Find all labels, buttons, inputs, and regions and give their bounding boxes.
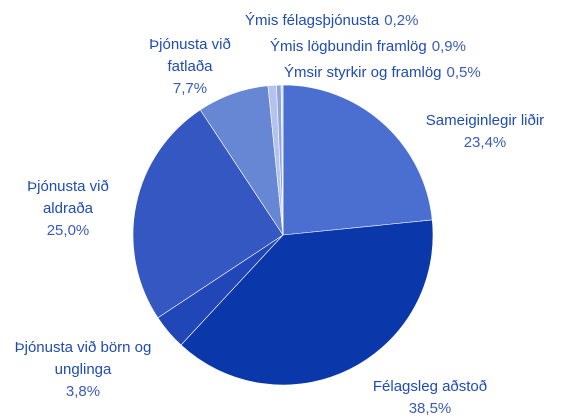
slice-label: Félagsleg aðstoð 38,5%: [340, 376, 520, 419]
slice-label: Þjónusta við börn og unglinga 3,8%: [3, 337, 163, 403]
value-label: 38,5%: [408, 400, 452, 417]
slice-label: Sameiginlegir liðir 23,4%: [405, 110, 565, 154]
pie-slice: [180, 219, 434, 386]
value-label: 3,8%: [65, 383, 101, 400]
category-label: Ýmis félagsþjónusta: [245, 12, 380, 29]
value-label: 0,9%: [431, 38, 466, 55]
category-label: Þjónusta við aldraða: [27, 178, 109, 217]
value-label: 0,2%: [384, 12, 419, 29]
category-label: Ýmsir styrkir og framlög: [284, 64, 442, 81]
slice-label: Ýmis félagsþjónusta 0,2%: [245, 10, 418, 32]
slice-label: Ýmsir styrkir og framlög 0,5%: [284, 62, 481, 84]
slice-label: Ýmis lögbundin framlög 0,9%: [270, 36, 466, 58]
category-label: Félagsleg aðstoð: [372, 378, 488, 395]
value-label: 25,0%: [46, 222, 90, 239]
pie-slice: [132, 109, 284, 319]
pie-slice: [280, 84, 284, 236]
slice-label: Þjónusta við fatlaða 7,7%: [140, 34, 240, 100]
pie-slice: [282, 84, 433, 236]
slice-label: Þjónusta við aldraða 25,0%: [20, 176, 116, 242]
category-label: Sameiginlegir liðir: [425, 112, 545, 129]
value-label: 0,5%: [446, 64, 481, 81]
value-label: 7,7%: [172, 80, 208, 97]
category-label: Ýmis lögbundin framlög: [270, 38, 427, 55]
category-label: Þjónusta við fatlaða: [149, 36, 231, 75]
value-label: 23,4%: [463, 134, 507, 151]
category-label: Þjónusta við börn og unglinga: [14, 339, 152, 378]
